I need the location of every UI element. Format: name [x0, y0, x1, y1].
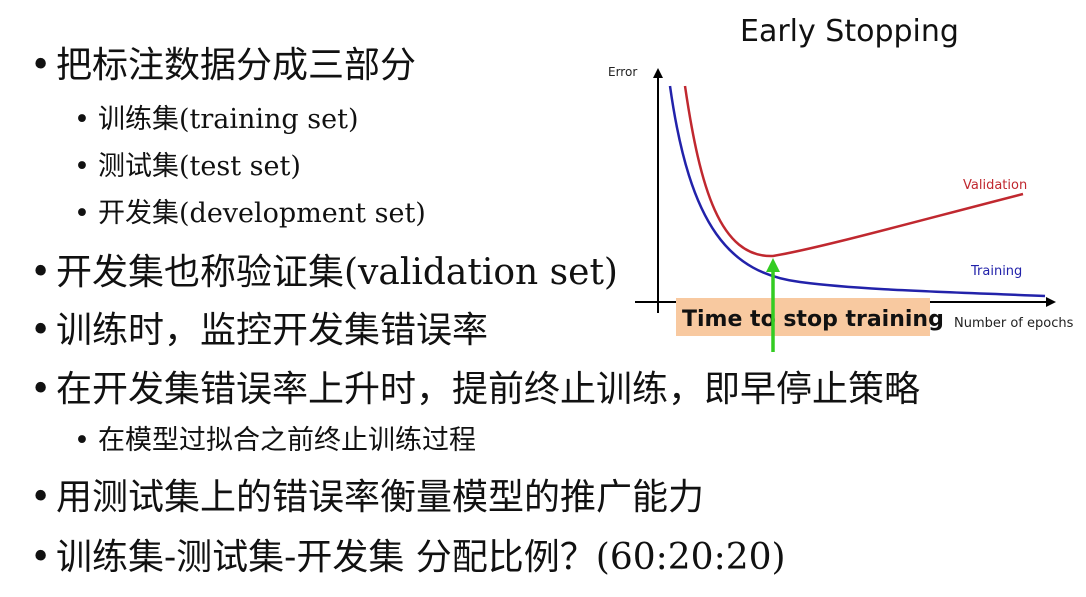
bullet-text: 在开发集错误率上升时，提前终止训练，即早停止策略	[56, 369, 921, 410]
stop-training-label: Time to stop training	[682, 307, 944, 332]
bullet-dot: •	[30, 252, 52, 293]
sub-bullet-3: • 开发集(development set)	[74, 200, 426, 227]
validation-curve	[683, 85, 1024, 258]
bullet-text: 在模型过拟合之前终止训练过程	[98, 425, 476, 456]
bullet-text: 把标注数据分成三部分	[56, 45, 417, 86]
bullet-dot: •	[30, 477, 52, 518]
figure-title: Early Stopping	[740, 14, 959, 49]
bullet-5: • 用测试集上的错误率衡量模型的推广能力	[30, 480, 704, 516]
sub-bullet-2: • 测试集(test set)	[74, 153, 301, 180]
sub-bullet-1: • 训练集(training set)	[74, 106, 359, 133]
bullet-3: • 训练时，监控开发集错误率	[30, 313, 488, 349]
bullet-dot: •	[30, 369, 52, 410]
bullet-text: 训练集(training set)	[98, 104, 359, 135]
bullet-dot: •	[74, 151, 90, 182]
bullet-text: 训练集-测试集-开发集 分配比例？(60:20:20)	[56, 537, 786, 578]
bullet-text: 开发集也称验证集(validation set)	[56, 252, 618, 293]
y-axis-arrow	[653, 68, 663, 78]
bullet-dot: •	[30, 310, 52, 351]
x-axis-label: Number of epochs	[954, 316, 1074, 331]
bullet-text: 测试集(test set)	[98, 151, 301, 182]
x-axis-arrow	[1046, 297, 1056, 307]
bullet-dot: •	[74, 104, 90, 135]
bullet-text: 用测试集上的错误率衡量模型的推广能力	[56, 477, 705, 518]
validation-label: Validation	[963, 178, 1027, 193]
y-axis-label: Error	[608, 65, 637, 79]
bullet-1: • 把标注数据分成三部分	[30, 48, 416, 84]
bullet-dot: •	[30, 45, 52, 86]
bullet-dot: •	[74, 425, 90, 456]
early-stopping-figure: Error Number of epochs Validation Traini…	[608, 65, 1074, 352]
bullet-6: • 训练集-测试集-开发集 分配比例？(60:20:20)	[30, 540, 786, 576]
sub-bullet-4: • 在模型过拟合之前终止训练过程	[74, 427, 476, 454]
bullet-text: 训练时，监控开发集错误率	[56, 310, 489, 351]
training-curve	[668, 85, 1046, 298]
bullet-dot: •	[30, 537, 52, 578]
bullet-2: • 开发集也称验证集(validation set)	[30, 255, 618, 291]
bullet-4: • 在开发集错误率上升时，提前终止训练，即早停止策略	[30, 372, 920, 408]
bullet-dot: •	[74, 198, 90, 229]
bullet-text: 开发集(development set)	[98, 198, 426, 229]
stop-marker-arrowhead	[766, 258, 780, 272]
stop-training-box	[676, 298, 930, 336]
training-label: Training	[970, 264, 1022, 279]
